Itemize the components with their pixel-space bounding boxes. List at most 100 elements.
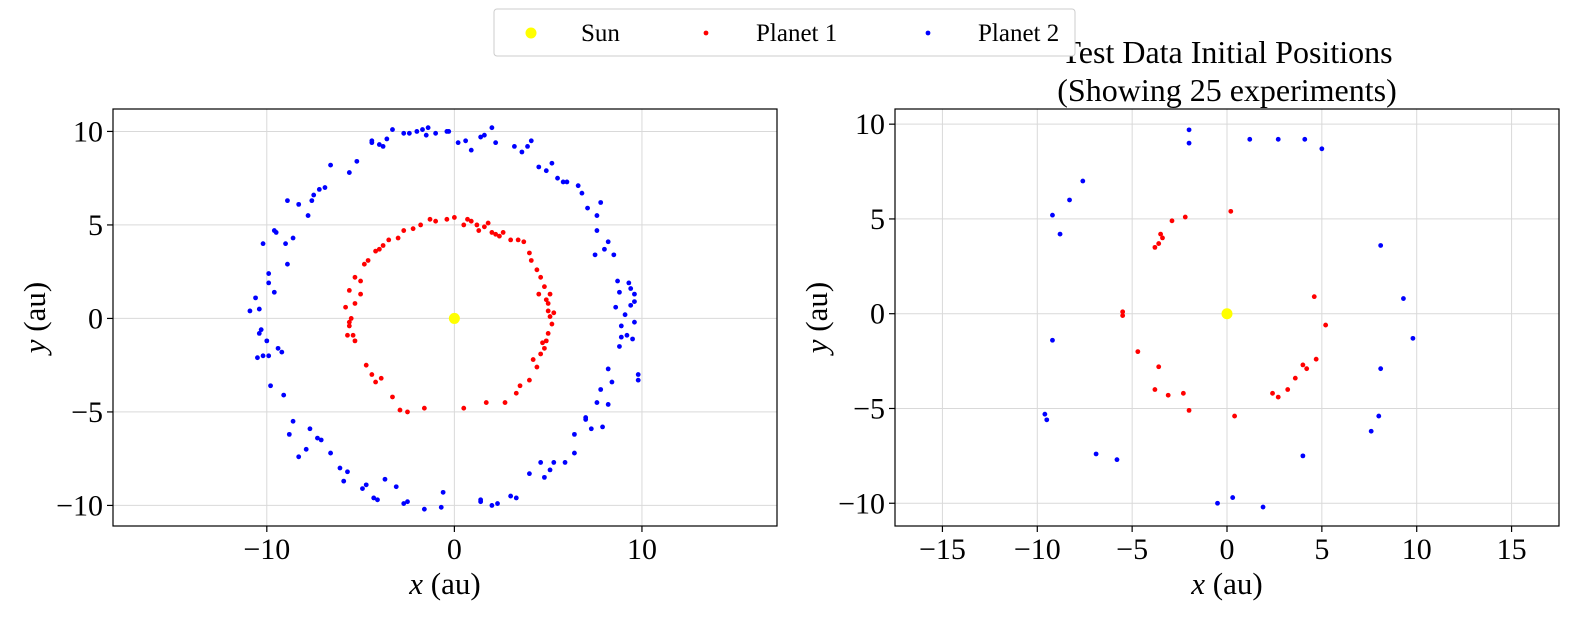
left-plot-point-planet-2 (478, 497, 484, 503)
left-plot-point-planet-2 (266, 280, 272, 286)
left-plot-point-planet-2 (493, 140, 499, 146)
left-plot-point-planet-1 (538, 351, 544, 357)
left-plot-point-planet-1 (508, 237, 514, 243)
left-plot-point-planet-2 (286, 431, 292, 437)
left-plot-point-planet-1 (346, 287, 352, 293)
right-plot-y-tick-label: −5 (853, 392, 885, 425)
left-plot-point-planet-1 (527, 250, 532, 256)
left-plot-point-planet-2 (617, 289, 622, 295)
left-plot-point-planet-1 (378, 375, 384, 381)
left-plot-point-planet-1 (346, 323, 352, 329)
legend-entry-sun: Sun (525, 20, 620, 47)
left-plot-point-planet-2 (260, 353, 266, 359)
right-plot-y-axis-label: y (au) (799, 282, 834, 356)
left-plot-point-planet-2 (617, 344, 622, 349)
left-plot-point-planet-1 (534, 267, 540, 273)
left-plot-point-planet-1 (346, 319, 352, 325)
right-plot-point-planet-2 (1042, 411, 1048, 417)
left-plot-y-tick-label: 10 (73, 115, 103, 148)
left-plot-point-planet-2 (468, 147, 474, 153)
left-plot-point-planet-1 (380, 243, 386, 248)
right-plot-point-planet-2 (1050, 212, 1055, 218)
right-plot-y-tick-label: −10 (838, 487, 885, 520)
left-plot-point-planet-2 (555, 175, 560, 181)
left-plot-y-axis-label-unit: (au) (17, 282, 52, 340)
right-plot-point-planet-1 (1228, 208, 1234, 214)
left-plot-point-planet-2 (542, 474, 547, 480)
right-plot-point-planet-2 (1050, 337, 1055, 343)
left-plot-point-planet-1 (545, 301, 551, 306)
left-plot-point-planet-2 (463, 138, 469, 144)
left-plot-point-planet-2 (525, 143, 530, 149)
left-plot-point-planet-2 (585, 205, 590, 211)
right-plot-point-planet-2 (1044, 417, 1050, 423)
right-plot-point-planet-2 (1186, 140, 1192, 146)
right-plot-x-tick-label: 0 (1220, 533, 1235, 566)
left-plot-point-planet-2 (256, 306, 262, 312)
left-plot-point-planet-2 (420, 127, 425, 132)
left-plot-point-planet-2 (572, 450, 577, 456)
left-plot-point-planet-2 (369, 140, 375, 146)
right-plot-y-tick-label: 5 (870, 203, 885, 236)
right-plot-point-planet-1 (1311, 294, 1317, 300)
left-plot-point-planet-1 (427, 216, 433, 222)
right-plot-y-tick-label: 10 (855, 108, 885, 141)
left-plot-point-planet-2 (423, 132, 429, 138)
left-plot-point-planet-2 (316, 187, 322, 192)
left-plot-point-planet-2 (632, 291, 637, 297)
left-plot-x-axis-label: x (au) (408, 566, 480, 601)
left-plot-point-planet-1 (418, 222, 424, 228)
right-plot-point-planet-1 (1300, 362, 1306, 368)
left-plot-point-planet-1 (405, 409, 410, 415)
left-plot-point-planet-2 (309, 198, 315, 204)
right-plot-point-planet-1 (1323, 322, 1329, 328)
right-plot-title: Test Data Initial Positions (Showing 25 e… (1057, 34, 1397, 108)
left-plot-point-planet-1 (345, 332, 350, 338)
left-plot-point-planet-1 (513, 390, 519, 396)
left-plot-point-planet-2 (414, 129, 420, 134)
left-plot-x-tick-label: 0 (447, 533, 462, 566)
legend-marker-planet-1 (703, 30, 709, 36)
left-plot-point-planet-1 (461, 222, 467, 228)
left-plot-point-planet-1 (502, 400, 508, 405)
right-plot-point-planet-1 (1156, 241, 1162, 246)
left-plot-point-planet-2 (311, 192, 317, 198)
left-plot-point-planet-2 (247, 308, 253, 314)
left-plot-point-planet-2 (390, 127, 395, 132)
left-plot-point-planet-2 (256, 330, 262, 336)
left-plot-point-planet-1 (474, 222, 480, 228)
left-plot-point-planet-2 (290, 418, 296, 424)
left-plot-point-planet-2 (382, 476, 388, 482)
left-plot-point-planet-1 (352, 338, 358, 344)
left-plot-point-planet-2 (279, 349, 285, 355)
right-plot-point-planet-2 (1300, 453, 1306, 459)
left-plot-point-planet-2 (624, 332, 630, 338)
left-plot-point-planet-1 (547, 314, 553, 319)
legend-marker-planet-2 (925, 30, 931, 36)
legend-entry-planet-1: Planet 1 (703, 20, 837, 47)
left-plot-point-planet-2 (363, 482, 369, 488)
left-plot-point-planet-2 (622, 312, 628, 318)
left-plot-point-planet-2 (303, 446, 309, 452)
left-plot-point-planet-1 (547, 291, 553, 297)
right-plot-y-tick-label: 0 (870, 298, 885, 331)
left-plot-x-axis-label-var: x (408, 566, 423, 601)
left-plot-point-planet-1 (376, 246, 382, 252)
left-plot-point-planet-2 (376, 142, 382, 147)
left-plot-point-planet-1 (468, 218, 474, 224)
left-plot-point-planet-2 (271, 289, 277, 295)
left-plot-point-planet-2 (632, 299, 637, 305)
left-plot-point-planet-2 (285, 261, 290, 267)
left-plot-point-planet-2 (405, 499, 410, 505)
right-plot-ticks: −15 −10 −5 0 5 10 15 −10 −5 0 5 10 (838, 108, 1526, 566)
left-plot-point-planet-1 (465, 216, 470, 222)
legend-label-planet-1: Planet 1 (756, 20, 837, 47)
right-plot-x-tick-label: −15 (919, 533, 966, 566)
left-plot-point-planet-1 (527, 377, 532, 383)
left-plot-point-planet-2 (315, 435, 320, 441)
legend-label-planet-2: Planet 2 (978, 20, 1059, 47)
left-plot-point-planet-2 (393, 484, 399, 490)
right-plot-point-planet-1 (1313, 356, 1319, 362)
left-plot-point-planet-2 (268, 383, 273, 389)
left-plot-y-tick-label: 5 (88, 209, 103, 242)
